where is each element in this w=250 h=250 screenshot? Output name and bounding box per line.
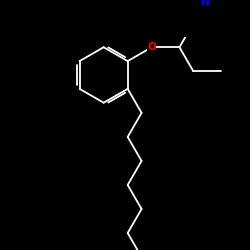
Text: N: N (202, 0, 210, 6)
Text: O: O (147, 42, 156, 52)
